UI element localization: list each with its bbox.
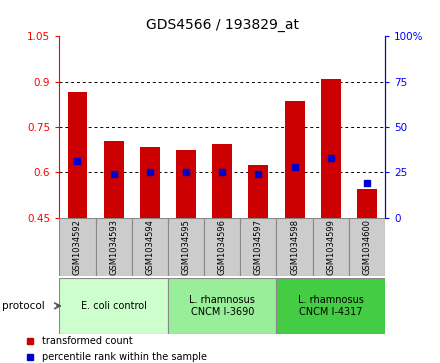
- Text: GSM1034592: GSM1034592: [73, 219, 82, 275]
- Bar: [176, 150, 196, 218]
- Bar: [349, 218, 385, 276]
- Title: GDS4566 / 193829_at: GDS4566 / 193829_at: [146, 19, 299, 33]
- Text: E. coli control: E. coli control: [81, 301, 147, 311]
- Bar: [140, 147, 160, 218]
- Bar: [59, 278, 168, 334]
- Bar: [168, 278, 276, 334]
- Bar: [59, 218, 95, 276]
- Text: transformed count: transformed count: [42, 336, 132, 346]
- Bar: [321, 79, 341, 218]
- Bar: [204, 218, 240, 276]
- Bar: [276, 278, 385, 334]
- Text: L. rhamnosus
CNCM I-4317: L. rhamnosus CNCM I-4317: [298, 295, 364, 317]
- Text: GSM1034596: GSM1034596: [218, 219, 227, 275]
- Bar: [285, 101, 304, 218]
- Bar: [357, 189, 377, 218]
- Bar: [240, 218, 276, 276]
- Text: GSM1034597: GSM1034597: [254, 219, 263, 275]
- Bar: [276, 218, 313, 276]
- Text: GSM1034598: GSM1034598: [290, 219, 299, 275]
- Text: GSM1034600: GSM1034600: [363, 219, 371, 275]
- Bar: [313, 218, 349, 276]
- Bar: [212, 144, 232, 218]
- Text: protocol: protocol: [2, 301, 45, 311]
- Bar: [249, 165, 268, 218]
- Bar: [104, 141, 124, 218]
- Bar: [68, 92, 88, 218]
- Text: GSM1034594: GSM1034594: [145, 219, 154, 275]
- Text: GSM1034599: GSM1034599: [326, 219, 335, 275]
- Text: percentile rank within the sample: percentile rank within the sample: [42, 352, 207, 362]
- Text: GSM1034593: GSM1034593: [109, 219, 118, 275]
- Bar: [95, 218, 132, 276]
- Bar: [168, 218, 204, 276]
- Bar: [132, 218, 168, 276]
- Text: L. rhamnosus
CNCM I-3690: L. rhamnosus CNCM I-3690: [189, 295, 255, 317]
- Text: GSM1034595: GSM1034595: [182, 219, 191, 275]
